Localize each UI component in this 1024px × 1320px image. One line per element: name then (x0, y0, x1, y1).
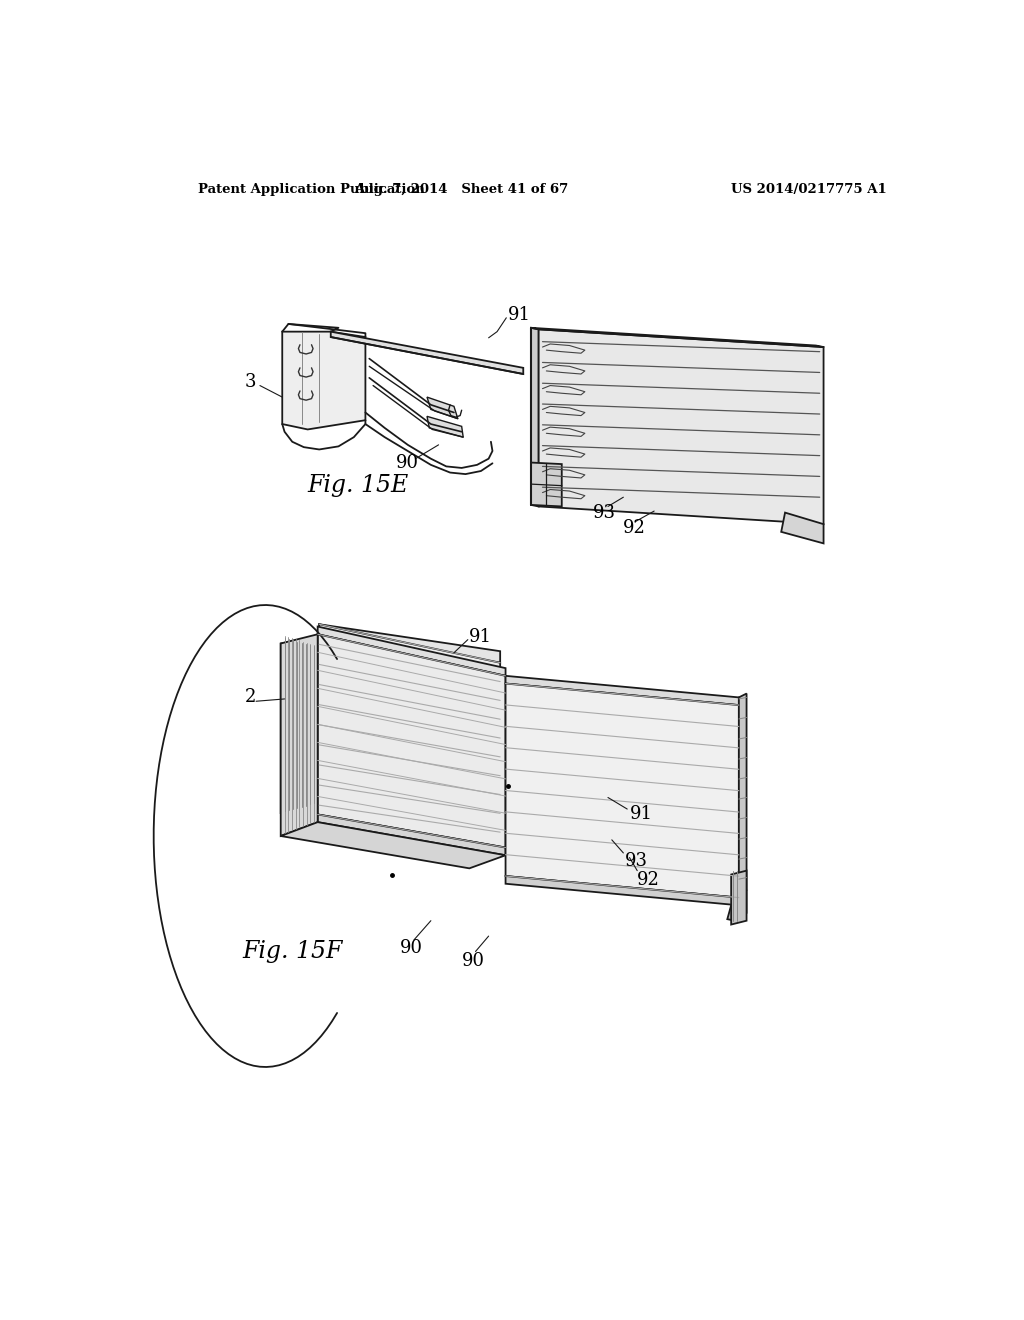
Polygon shape (281, 636, 319, 813)
Text: 3: 3 (245, 372, 256, 391)
Text: 90: 90 (400, 939, 423, 957)
Polygon shape (731, 871, 746, 924)
Text: 90: 90 (462, 952, 484, 970)
Polygon shape (427, 397, 458, 418)
Polygon shape (281, 635, 317, 836)
Text: Patent Application Publication: Patent Application Publication (199, 183, 425, 197)
Text: 92: 92 (637, 871, 660, 888)
Text: 93: 93 (593, 504, 615, 521)
Polygon shape (739, 693, 746, 898)
Polygon shape (317, 814, 506, 855)
Polygon shape (781, 512, 823, 544)
Polygon shape (331, 331, 523, 374)
Text: 91: 91 (630, 805, 652, 824)
Text: 93: 93 (625, 851, 648, 870)
Polygon shape (727, 890, 746, 921)
Polygon shape (539, 330, 823, 524)
Text: 2: 2 (245, 689, 256, 706)
Text: Aug. 7, 2014   Sheet 41 of 67: Aug. 7, 2014 Sheet 41 of 67 (354, 183, 568, 197)
Polygon shape (506, 684, 739, 898)
Polygon shape (427, 416, 463, 437)
Polygon shape (283, 331, 366, 429)
Polygon shape (319, 624, 500, 663)
Polygon shape (531, 462, 562, 507)
Polygon shape (531, 327, 539, 507)
Text: 90: 90 (396, 454, 419, 473)
Text: 91: 91 (508, 306, 530, 325)
Text: Fig. 15E: Fig. 15E (307, 474, 409, 498)
Polygon shape (506, 876, 739, 906)
Polygon shape (319, 624, 500, 832)
Polygon shape (317, 627, 506, 676)
Text: Fig. 15F: Fig. 15F (242, 940, 342, 964)
Polygon shape (281, 822, 506, 869)
Text: 92: 92 (624, 519, 646, 537)
Polygon shape (506, 676, 739, 705)
Polygon shape (317, 635, 506, 847)
Text: US 2014/0217775 A1: US 2014/0217775 A1 (731, 183, 887, 197)
Text: 91: 91 (469, 628, 493, 647)
